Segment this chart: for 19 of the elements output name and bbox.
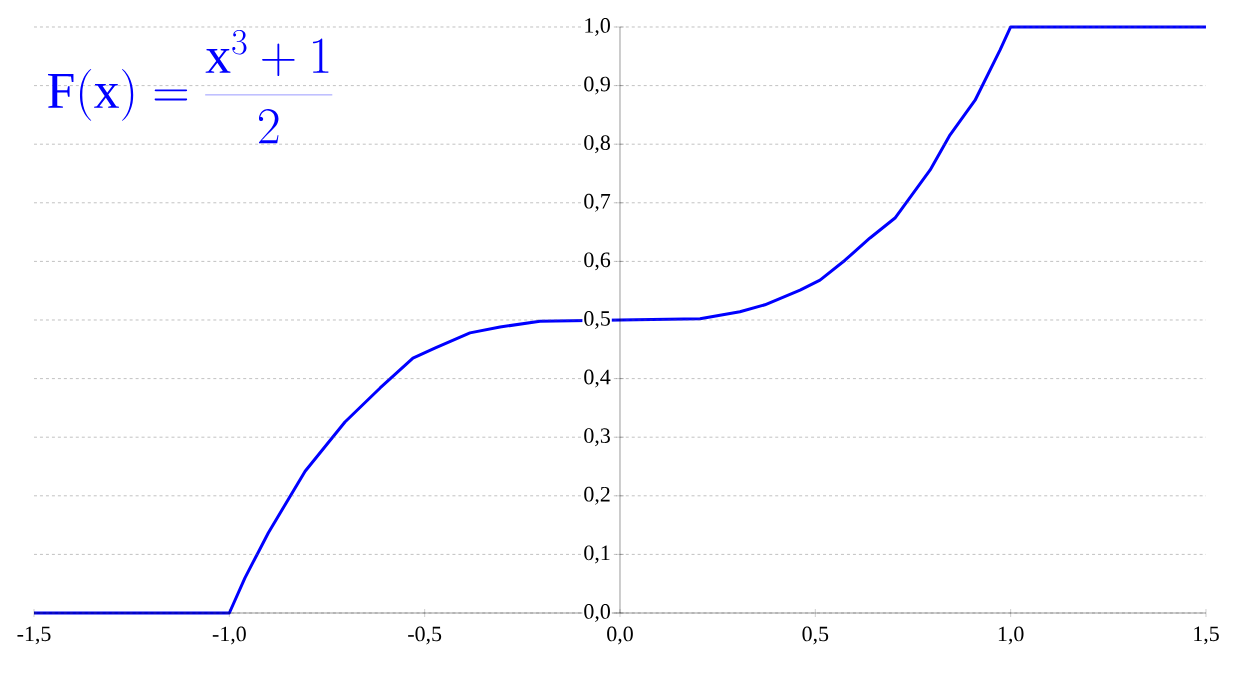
- x-tick-label: 0,5: [802, 626, 829, 645]
- x-tick-label: -1,0: [212, 626, 246, 645]
- y-tick-label: 1,0: [585, 18, 610, 36]
- y-tick-label: 0,4: [584, 369, 611, 388]
- y-tick-label: 0,3: [584, 428, 610, 447]
- y-tick-label: 0,7: [584, 193, 611, 212]
- annotation: $\mathrm{F(x)} = \frac{\mathrm{x}^{3}+1}{2}$: [48, 30, 333, 144]
- y-tick-label: 0,9: [584, 76, 610, 95]
- y-tick-label: 0,8: [584, 135, 610, 154]
- x-tick-label: -0,5: [408, 626, 442, 645]
- x-tick-label: 1,5: [1194, 626, 1219, 645]
- x-tick-label: 0,0: [607, 626, 633, 645]
- y-tick-label: 0,2: [584, 486, 610, 505]
- y-tick-label: 0,0: [584, 604, 610, 622]
- x-tick-label: -1,5: [17, 626, 51, 645]
- y-tick-label: 0,5: [584, 311, 610, 329]
- x-tick-label: 1,0: [998, 626, 1024, 645]
- y-tick-label: 0,1: [584, 545, 610, 564]
- y-tick-label: 0,6: [584, 252, 611, 271]
